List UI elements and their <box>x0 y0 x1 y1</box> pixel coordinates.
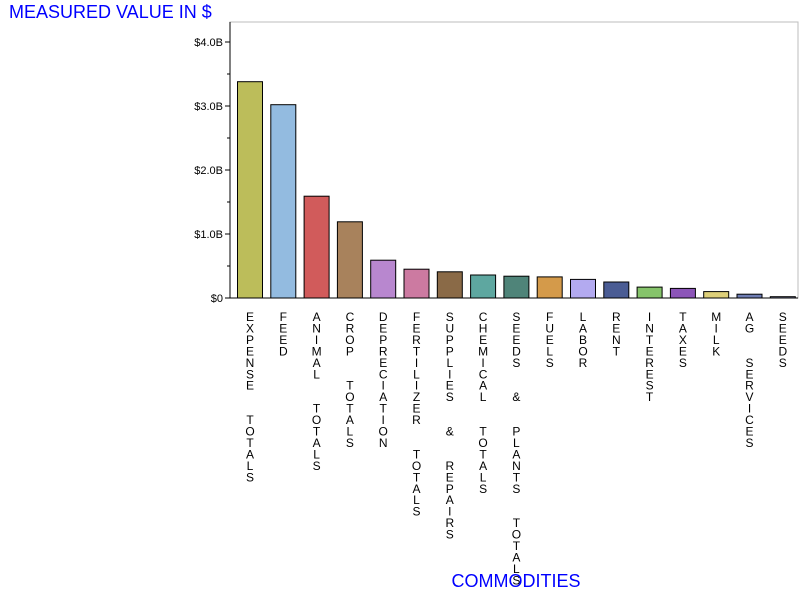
bar-fuels <box>536 276 563 299</box>
bar-seeds-plants-totals <box>503 275 530 299</box>
bar-crop-totals <box>336 221 363 299</box>
bar-animal-totals <box>303 195 330 299</box>
bar-interest <box>636 286 663 299</box>
y-tick-label: $3.0B <box>194 101 223 113</box>
bar-depreciation <box>370 259 397 299</box>
y-tick-label: $4.0B <box>194 37 223 49</box>
y-tick-label: $0 <box>211 293 223 305</box>
bar-milk <box>703 291 730 299</box>
bar-taxes <box>669 287 696 299</box>
x-axis-title: COMMODITIES <box>452 571 581 591</box>
bar-labor <box>570 278 596 299</box>
bar-feed <box>270 104 297 299</box>
y-tick-label: $2.0B <box>194 165 223 177</box>
bar-chemical-totals <box>470 274 497 299</box>
bar-ag-services <box>736 293 763 299</box>
bars <box>230 81 798 299</box>
y-axis: $0 $1.0B $2.0B $3.0B $4.0B <box>194 22 231 305</box>
bar-supplies-repairs <box>436 271 463 299</box>
bar-fertilizer-totals <box>403 268 430 299</box>
bar-rent <box>603 281 630 299</box>
bar-expense-totals <box>237 81 263 299</box>
y-axis-title: MEASURED VALUE IN $ <box>9 2 212 22</box>
y-tick-label: $1.0B <box>194 229 223 241</box>
